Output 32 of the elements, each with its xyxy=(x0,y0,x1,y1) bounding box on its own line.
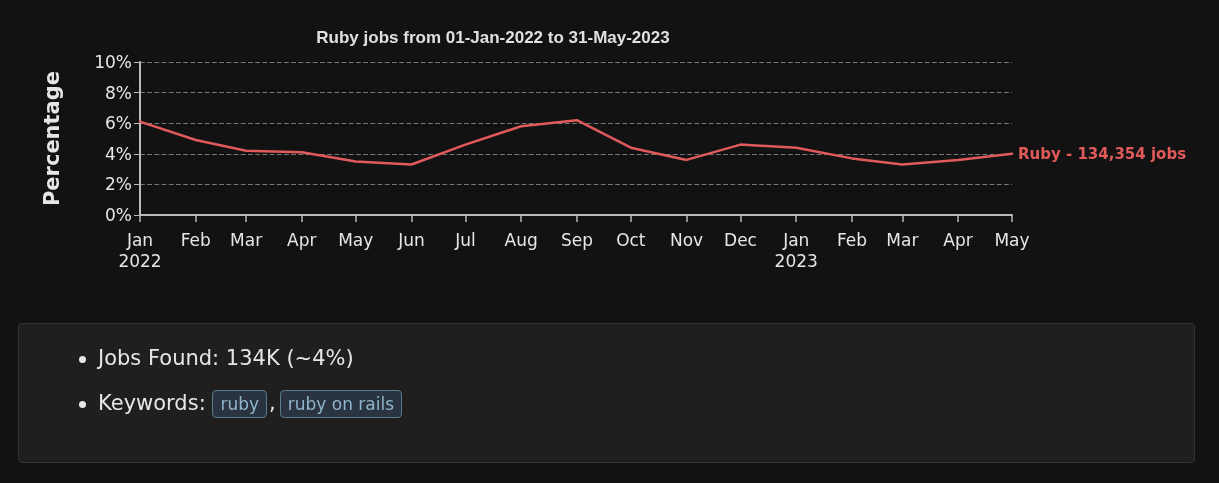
x-tick-label: May xyxy=(994,229,1030,250)
y-tick-label: 0% xyxy=(105,205,132,225)
x-tick-label: Sep xyxy=(560,229,593,250)
x-tick-label: Mar xyxy=(886,229,919,250)
line-series xyxy=(138,118,1014,166)
x-tick-label: Aug xyxy=(504,229,538,250)
text: , xyxy=(269,391,276,415)
text: ruby xyxy=(212,390,268,418)
y-tick-label: 6% xyxy=(105,113,132,134)
text: Keywords: xyxy=(98,391,206,415)
text: Jobs Found: 134K (~4%) xyxy=(96,346,355,370)
y-axis-title: Percentage xyxy=(39,70,64,207)
x-tick-label: May xyxy=(338,229,374,250)
chart-title: Ruby jobs from 01-Jan-2022 to 31-May-2023 xyxy=(316,28,670,47)
x-tick-label: Jul xyxy=(454,229,476,250)
y-tick-label: 4% xyxy=(105,143,132,164)
y-tick-label: 2% xyxy=(105,174,132,195)
y-tick-label: 10% xyxy=(94,52,132,72)
x-tick-label: Dec xyxy=(724,229,757,250)
x-tick-label: Jan 2022 xyxy=(118,229,162,271)
text: ruby on rails xyxy=(279,390,403,418)
x-tick-label: Feb xyxy=(180,229,211,250)
x-tick-label: Jun xyxy=(397,229,425,250)
series-label: Ruby - 134,354 jobs xyxy=(1018,144,1187,163)
x-tick-label: Nov xyxy=(669,229,704,250)
x-tick-label: Oct xyxy=(616,229,646,250)
x-tick-label: Jan 2023 xyxy=(774,229,818,271)
x-tick-label: Feb xyxy=(836,229,868,250)
x-tick-label: Apr xyxy=(943,229,973,250)
x-tick-label: Apr xyxy=(287,229,317,250)
x-tick-label: Mar xyxy=(230,229,263,250)
y-tick-label: 8% xyxy=(105,82,132,103)
